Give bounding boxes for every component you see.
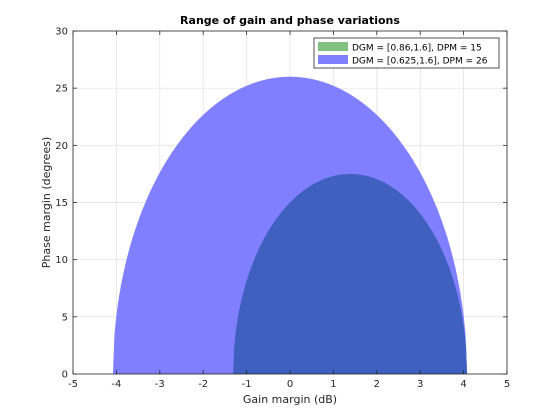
x-tick-label: 4 [460, 379, 466, 390]
x-tick-label: 0 [287, 379, 293, 390]
x-tick-label: 2 [374, 379, 380, 390]
y-tick-label: 5 [62, 312, 68, 323]
y-tick-label: 15 [55, 198, 68, 209]
x-tick-label: 5 [504, 379, 510, 390]
y-tick-label: 20 [55, 141, 68, 152]
x-tick-label: -2 [198, 379, 208, 390]
legend-swatch-series-1 [318, 42, 348, 51]
region-series-1 [233, 173, 468, 374]
y-axis-label: Phase margin (degrees) [40, 137, 53, 269]
x-tick-label: 3 [417, 379, 423, 390]
x-tick-label: 1 [330, 379, 336, 390]
data-regions [112, 76, 468, 374]
chart-title: Range of gain and phase variations [180, 14, 400, 27]
legend-label-series-1: DGM = [0.86,1.6], DPM = 15 [352, 44, 482, 54]
x-tick-label: -5 [68, 379, 78, 390]
legend-swatch-series-2 [318, 55, 348, 64]
y-tick-label: 30 [55, 27, 68, 38]
x-tick-label: -4 [111, 379, 121, 390]
legend: DGM = [0.86,1.6], DPM = 15 DGM = [0.625,… [313, 37, 500, 69]
legend-label-series-2: DGM = [0.625,1.6], DPM = 26 [352, 57, 488, 67]
x-tick-label: -3 [155, 379, 165, 390]
x-tick-label: -1 [242, 379, 252, 390]
axis-ticks: -5 -4 -3 -2 -1 0 1 2 3 4 5 0 5 10 15 20 25 30 [55, 27, 510, 391]
x-axis-label: Gain margin (dB) [243, 393, 337, 406]
y-tick-label: 25 [55, 84, 68, 95]
y-tick-label: 10 [55, 255, 68, 266]
y-tick-label: 0 [62, 370, 68, 381]
